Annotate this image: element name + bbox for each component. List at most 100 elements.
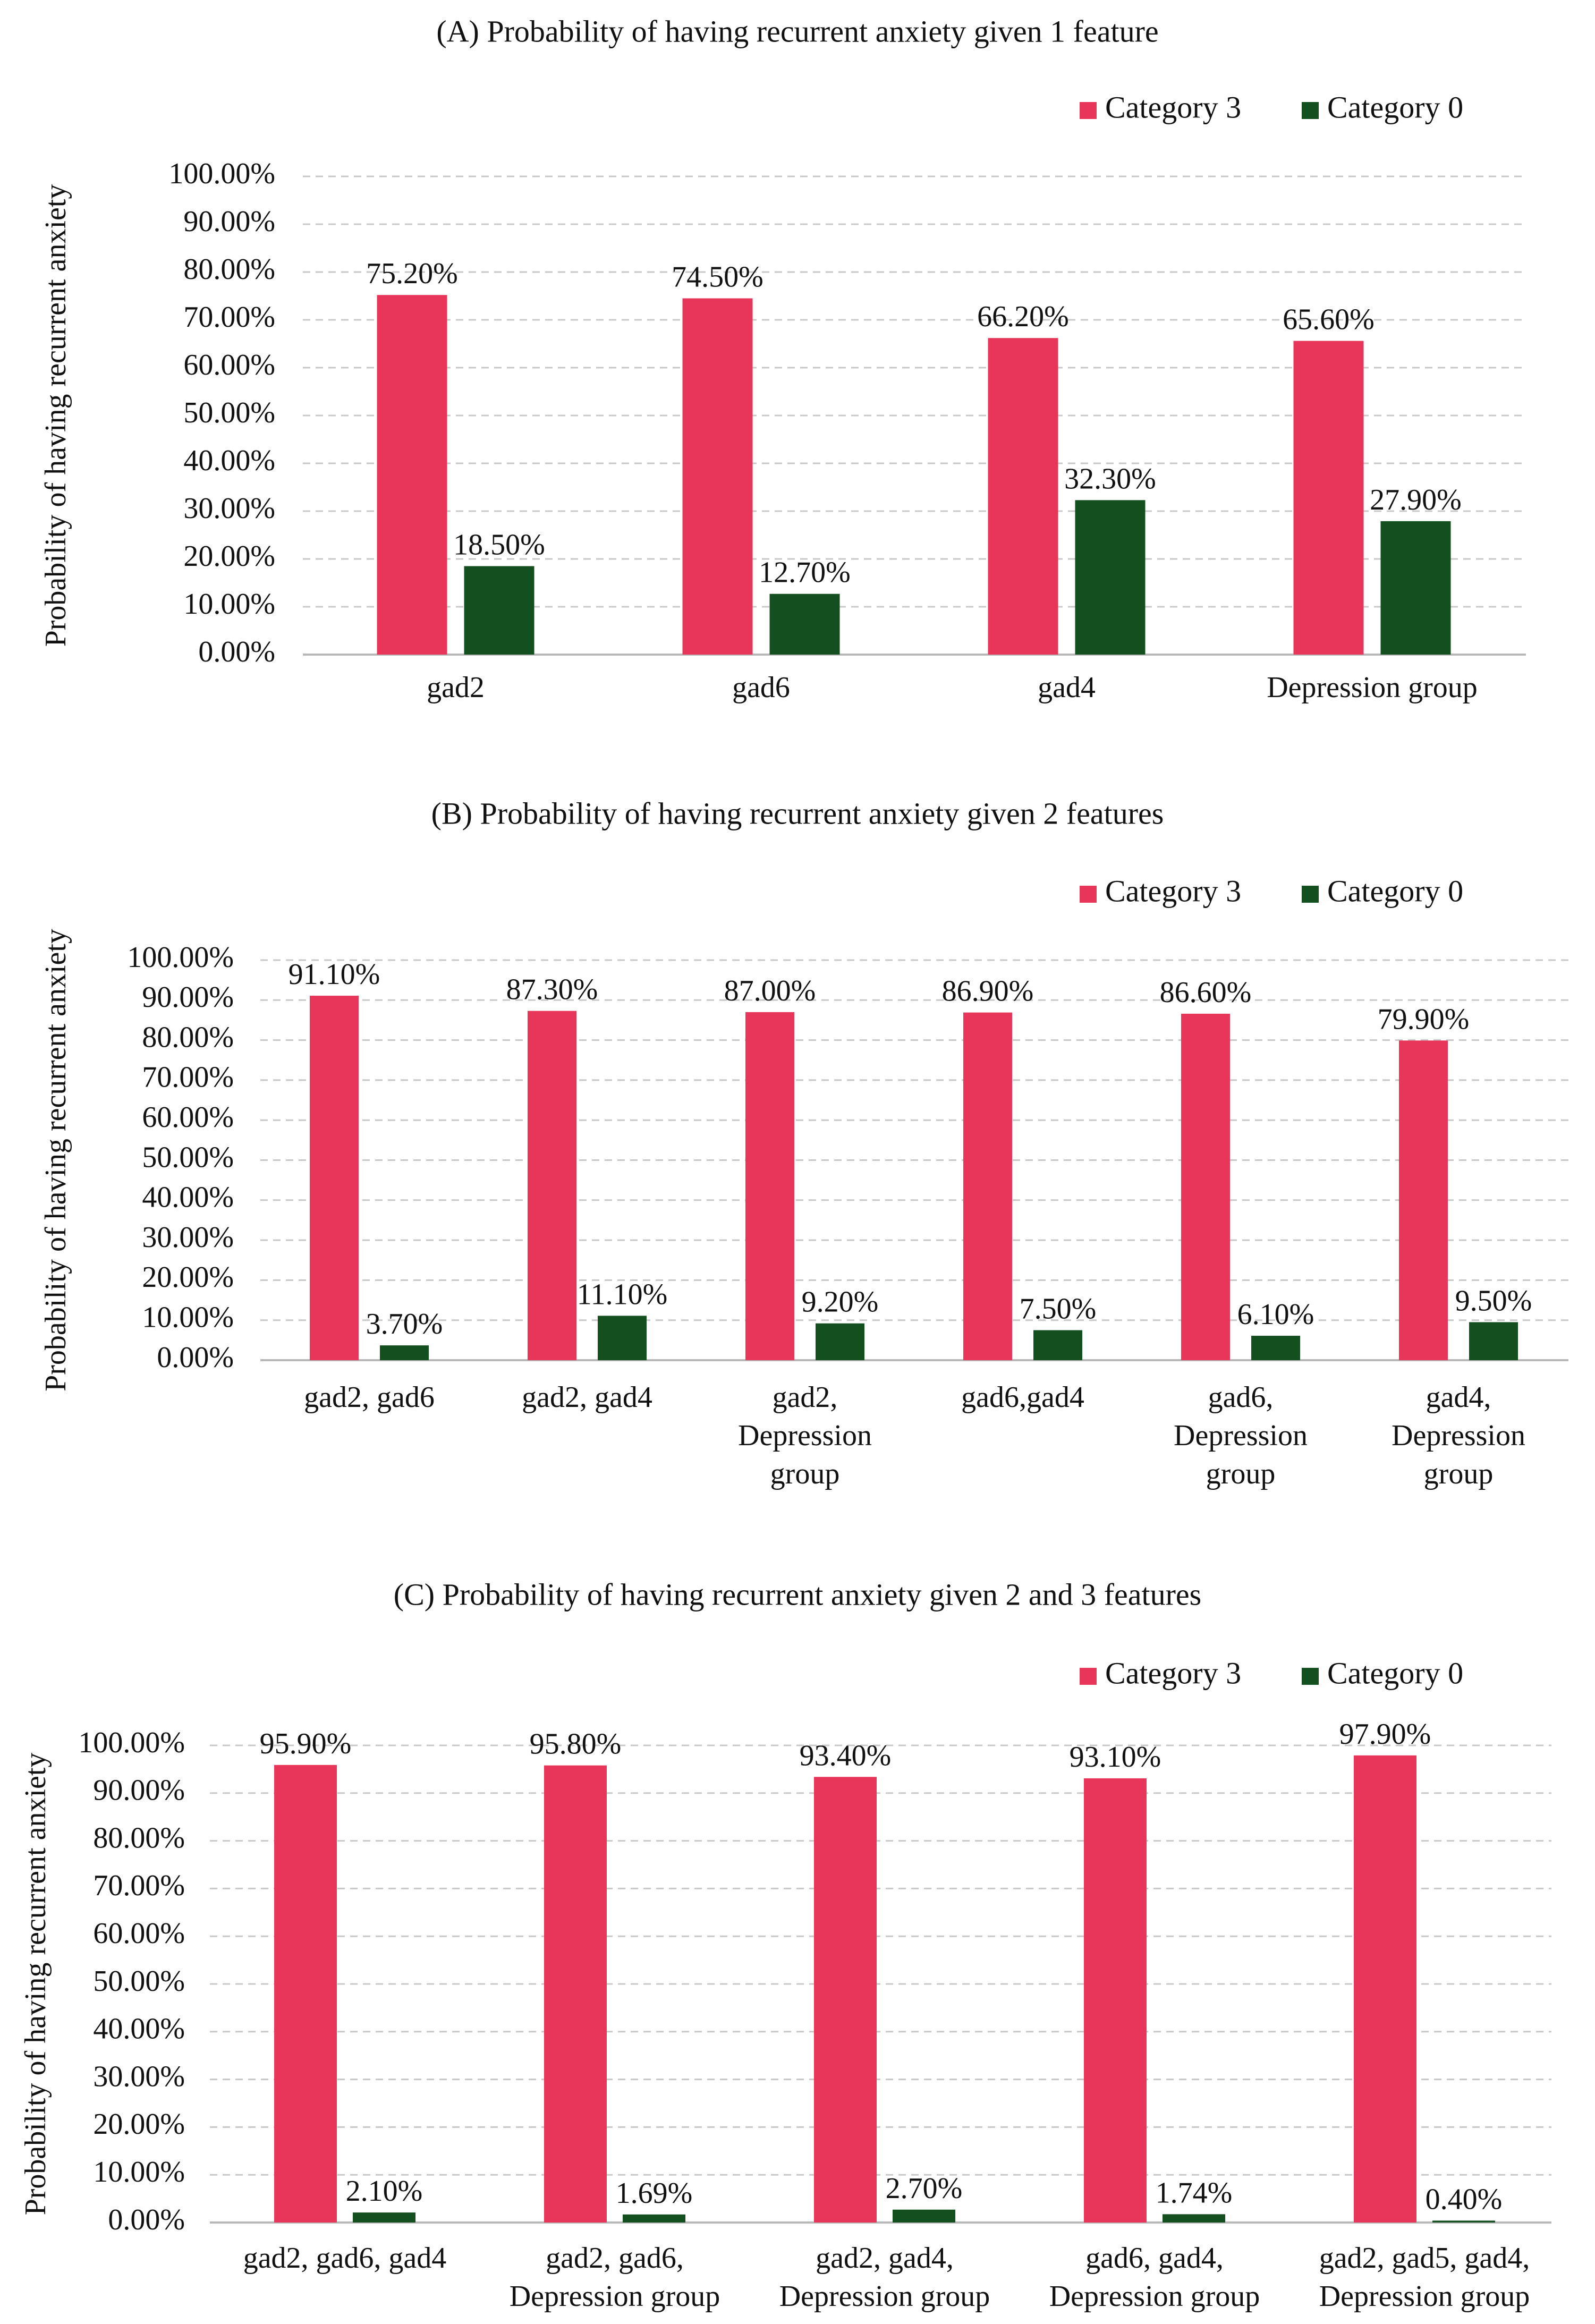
bar-category-0: [893, 2209, 955, 2223]
x-tick-label: gad2, gad5, gad4, Depression group: [1319, 2242, 1530, 2313]
y-tick-label: 10.00%: [93, 2156, 185, 2189]
x-tick-label: gad2, gad6: [304, 1381, 435, 1414]
x-tick-label-line: Depression group: [1319, 2280, 1530, 2313]
x-tick-label: gad2: [427, 671, 485, 704]
y-axis-title: Probability of having recurrent anxiety: [39, 184, 72, 647]
bar-category-3: [544, 1765, 607, 2223]
chart-panel-3: (C) Probability of having recurrent anxi…: [19, 1577, 1551, 2313]
data-label: 9.50%: [1455, 1284, 1532, 1317]
bar-category-0: [1251, 1336, 1300, 1360]
data-label: 32.30%: [1064, 462, 1156, 495]
y-tick-label: 100.00%: [78, 1726, 185, 1759]
chart-panel-2: (B) Probability of having recurrent anxi…: [39, 796, 1568, 1490]
chart-title: (A) Probability of having recurrent anxi…: [436, 14, 1158, 48]
data-label: 86.90%: [942, 975, 1034, 1008]
data-label: 95.80%: [530, 1728, 622, 1761]
bar-category-0: [1432, 2220, 1495, 2223]
x-tick-label-line: Depression: [1392, 1419, 1525, 1452]
data-label: 18.50%: [453, 529, 545, 562]
data-label: 93.10%: [1070, 1741, 1161, 1774]
data-label: 66.20%: [977, 300, 1069, 333]
x-tick-label: gad2, gad4, Depression group: [779, 2242, 990, 2313]
bar-category-3: [1293, 341, 1364, 655]
chart-title: (B) Probability of having recurrent anxi…: [431, 796, 1164, 830]
y-tick-label: 100.00%: [127, 941, 234, 974]
bar-category-3: [1399, 1040, 1448, 1360]
x-tick-label-line: gad2,: [773, 1381, 838, 1414]
x-tick-label-line: gad4: [1038, 671, 1096, 704]
x-tick-label-line: group: [1424, 1457, 1494, 1490]
y-tick-label: 60.00%: [93, 1917, 185, 1950]
x-tick-label-line: gad2, gad6, gad4: [243, 2242, 447, 2275]
y-tick-label: 0.00%: [157, 1341, 234, 1374]
bar-category-0: [1033, 1330, 1082, 1360]
y-tick-label: 30.00%: [183, 492, 275, 525]
x-tick-label-line: Depression group: [510, 2280, 720, 2313]
bar-category-3: [274, 1765, 337, 2223]
y-tick-label: 0.00%: [108, 2203, 185, 2236]
x-tick-label: gad2, gad6, gad4: [243, 2242, 447, 2275]
x-tick-label-line: gad6,gad4: [961, 1381, 1084, 1414]
bar-category-0: [464, 566, 535, 655]
data-label: 3.70%: [366, 1308, 443, 1341]
bar-category-0: [1075, 500, 1146, 655]
x-tick-label-line: gad4,: [1426, 1381, 1491, 1414]
data-label: 2.10%: [346, 2175, 423, 2208]
data-label: 87.30%: [506, 973, 598, 1006]
bar-category-3: [745, 1012, 794, 1360]
y-tick-label: 40.00%: [93, 2013, 185, 2046]
data-label: 1.74%: [1156, 2176, 1233, 2209]
y-tick-label: 90.00%: [142, 981, 234, 1014]
bar-category-0: [769, 593, 840, 655]
x-tick-label-line: gad2, gad5, gad4,: [1319, 2242, 1530, 2275]
x-tick-label: gad6,gad4: [961, 1381, 1084, 1414]
x-tick-label-line: Depression: [738, 1419, 872, 1452]
legend-label: Category 0: [1327, 1656, 1463, 1690]
x-tick-label-line: group: [770, 1457, 840, 1490]
y-tick-label: 60.00%: [183, 349, 275, 381]
data-label: 65.60%: [1283, 303, 1375, 336]
x-tick-label: gad2, Depression group: [738, 1381, 872, 1490]
x-tick-label-line: Depression group: [779, 2280, 990, 2313]
x-tick-label: gad6: [732, 671, 790, 704]
bar-category-3: [1181, 1013, 1230, 1360]
y-tick-label: 10.00%: [183, 588, 275, 621]
chart-title: (C) Probability of having recurrent anxi…: [394, 1577, 1201, 1611]
data-label: 27.90%: [1370, 484, 1462, 516]
y-tick-label: 40.00%: [142, 1181, 234, 1214]
x-tick-label-line: gad2, gad6: [304, 1381, 435, 1414]
y-tick-label: 20.00%: [93, 2108, 185, 2141]
data-label: 75.20%: [366, 257, 458, 290]
y-tick-label: 70.00%: [142, 1061, 234, 1094]
bar-category-0: [380, 1345, 429, 1360]
legend-swatch-category-3: [1080, 1668, 1097, 1685]
y-tick-label: 80.00%: [93, 1821, 185, 1854]
y-tick-label: 60.00%: [142, 1101, 234, 1134]
bar-category-3: [814, 1777, 877, 2223]
x-tick-label: gad4: [1038, 671, 1096, 704]
bar-category-3: [377, 295, 447, 655]
y-tick-label: 90.00%: [93, 1774, 185, 1807]
x-tick-label-line: gad6,: [1208, 1381, 1274, 1414]
y-tick-label: 50.00%: [93, 1965, 185, 1998]
data-label: 12.70%: [759, 556, 851, 589]
y-tick-label: 10.00%: [142, 1301, 234, 1334]
bar-category-0: [1469, 1322, 1518, 1360]
y-tick-label: 50.00%: [183, 396, 275, 429]
bar-category-0: [1163, 2214, 1225, 2223]
y-tick-label: 70.00%: [93, 1869, 185, 1902]
data-label: 97.90%: [1339, 1718, 1431, 1751]
y-tick-label: 20.00%: [183, 540, 275, 573]
y-tick-label: 20.00%: [142, 1261, 234, 1294]
data-label: 87.00%: [724, 974, 816, 1007]
data-label: 95.90%: [260, 1727, 352, 1760]
data-label: 1.69%: [616, 2177, 693, 2210]
x-tick-label-line: Depression: [1174, 1419, 1308, 1452]
bar-category-3: [682, 298, 753, 655]
data-label: 6.10%: [1237, 1298, 1314, 1331]
legend-label: Category 3: [1105, 873, 1241, 908]
legend-label: Category 0: [1327, 90, 1463, 124]
y-tick-label: 80.00%: [183, 253, 275, 286]
data-label: 9.20%: [802, 1286, 879, 1319]
legend-swatch-category-3: [1080, 102, 1097, 119]
